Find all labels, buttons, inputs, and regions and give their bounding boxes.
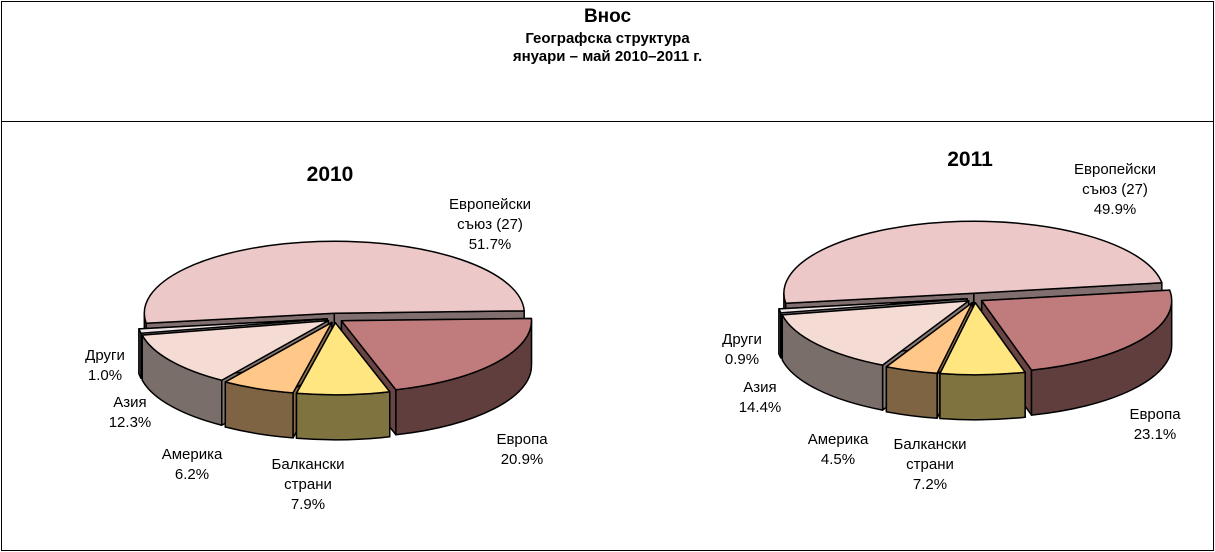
value-label: 7.9% (290, 496, 326, 513)
slice-label: Други 1.0% (50, 346, 160, 386)
category-label: Америка (161, 446, 223, 463)
slice-label: Европа 23.1% (1100, 405, 1210, 445)
slice-label: Азия 12.3% (75, 393, 185, 433)
slice-label: Америка 4.5% (783, 430, 893, 470)
value-label: 6.2% (174, 466, 210, 483)
separator (1, 121, 1214, 122)
category-label: Европейски съюз (27) (449, 196, 531, 233)
pie-slice (783, 220, 1163, 305)
slice-side (939, 371, 1026, 421)
pie-slice (885, 301, 974, 375)
pie-slice (778, 298, 968, 314)
title: Внос (583, 6, 632, 27)
value-label: 12.3% (108, 414, 152, 431)
value-label: 20.9% (500, 451, 544, 468)
pie-slice (980, 289, 1173, 371)
value-label: 4.5% (820, 451, 856, 468)
slice-label: Балкански страни 7.9% (253, 455, 363, 515)
value-label: 0.9% (724, 351, 760, 368)
value-label: 7.2% (912, 476, 948, 493)
pie-slice (141, 319, 330, 382)
value-label: 49.9% (1093, 201, 1137, 218)
pie-slice (781, 300, 970, 366)
chart-title: 2011 (947, 148, 993, 171)
value-label: 23.1% (1133, 426, 1177, 443)
category-label: Други (722, 331, 762, 348)
slice-label: Америка 6.2% (137, 445, 247, 485)
category-label: Други (85, 347, 125, 364)
category-label: Европейски съюз (27) (1074, 161, 1156, 198)
slice-side (885, 365, 938, 420)
slice-label: Европа 20.9% (467, 430, 577, 470)
pie-slice (224, 321, 333, 394)
value-label: 51.7% (468, 236, 512, 253)
slice-side (295, 391, 391, 441)
pie-slice (939, 302, 1026, 376)
pie-slice (138, 318, 328, 335)
pie-slice (143, 240, 525, 324)
slice-label: Азия 14.4% (705, 378, 815, 418)
pie-slice (295, 322, 391, 396)
chart-title: 2010 (306, 163, 354, 186)
category-label: Европа (1129, 406, 1181, 423)
slice-label: Европейски съюз (27) 51.7% (435, 195, 545, 255)
value-label: 14.4% (738, 399, 782, 416)
pie-slice (340, 317, 533, 391)
category-label: Азия (113, 394, 147, 411)
category-label: Балкански страни (271, 456, 345, 493)
value-label: 1.0% (87, 367, 123, 384)
slice-label: Други 0.9% (687, 330, 797, 370)
category-label: Америка (807, 431, 869, 448)
slice-label: Европейски съюз (27) 49.9% (1060, 160, 1170, 220)
category-label: Азия (743, 379, 777, 396)
subtitle: Географска структура (525, 30, 690, 47)
slice-label: Балкански страни 7.2% (875, 435, 985, 495)
category-label: Балкански страни (893, 436, 967, 473)
category-label: Европа (496, 431, 548, 448)
period: януари – май 2010–2011 г. (512, 48, 703, 65)
